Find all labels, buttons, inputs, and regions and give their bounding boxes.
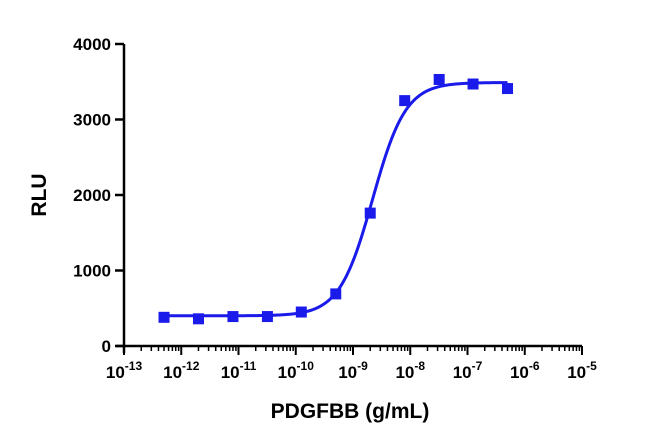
x-tick-label: 10-10 — [278, 359, 315, 382]
x-tick-label: 10-5 — [567, 359, 597, 382]
y-tick-label: 2000 — [73, 186, 111, 205]
y-tick-label: 1000 — [73, 262, 111, 281]
data-point — [227, 311, 239, 323]
y-tick-label: 3000 — [73, 111, 111, 130]
axes — [116, 44, 582, 353]
fit-curve — [164, 81, 508, 318]
x-tick-label: 10-7 — [453, 359, 483, 382]
x-tick-label: 10-8 — [395, 359, 425, 382]
y-tick-label: 4000 — [73, 35, 111, 54]
y-tick-label: 0 — [102, 337, 111, 356]
x-tick-label: 10-11 — [221, 359, 257, 382]
x-tick-label: 10-13 — [106, 359, 143, 382]
data-point — [330, 288, 342, 300]
data-point — [364, 207, 376, 219]
y-axis-title: RLU — [28, 173, 51, 216]
x-tick-label: 10-9 — [338, 359, 368, 382]
data-point — [192, 313, 204, 325]
x-tick-label: 10-6 — [510, 359, 540, 382]
data-point — [399, 95, 411, 107]
data-point — [502, 83, 514, 95]
data-point — [467, 78, 479, 90]
x-axis-ticks: 10-13 10-12 10-11 10-10 10-9 10-8 10-7 10-6 10-5 — [106, 346, 597, 382]
x-axis-title: PDGFBB (g/mL) — [271, 400, 430, 423]
data-point — [295, 306, 307, 318]
data-point — [433, 73, 445, 85]
x-tick-label: 10-12 — [163, 359, 200, 382]
data-point — [158, 311, 170, 323]
data-point — [261, 311, 273, 323]
y-axis-ticks: 0 1000 2000 3000 4000 — [73, 35, 124, 356]
data-points — [158, 73, 514, 325]
